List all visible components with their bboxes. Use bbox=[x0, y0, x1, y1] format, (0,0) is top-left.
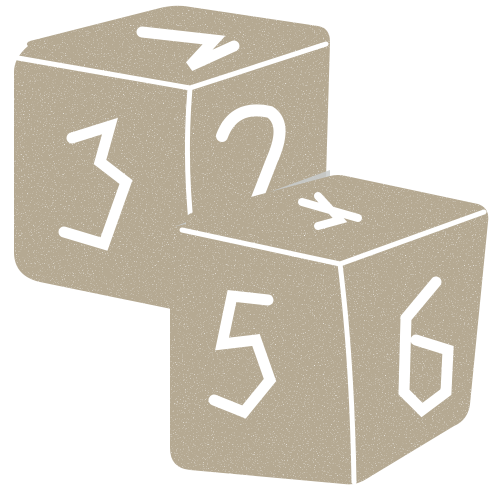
back-die-number-1-shape bbox=[136, 26, 240, 72]
front-die bbox=[170, 175, 489, 485]
back-die-number-3-shape bbox=[58, 117, 133, 251]
front-die-vertical-edge bbox=[337, 261, 357, 485]
back-die-number-2-shape bbox=[216, 104, 312, 244]
back-die-top-right-edge bbox=[187, 41, 329, 91]
front-die-top-right-edge bbox=[337, 209, 487, 267]
back-die bbox=[14, 5, 330, 312]
front-die-number-6-shape bbox=[398, 276, 454, 418]
front-die-number-4-shape bbox=[298, 192, 362, 230]
front-die-number-5-shape bbox=[208, 289, 277, 419]
front-die-top-left-edge bbox=[179, 227, 343, 267]
back-die-top-left-edge bbox=[15, 55, 193, 91]
